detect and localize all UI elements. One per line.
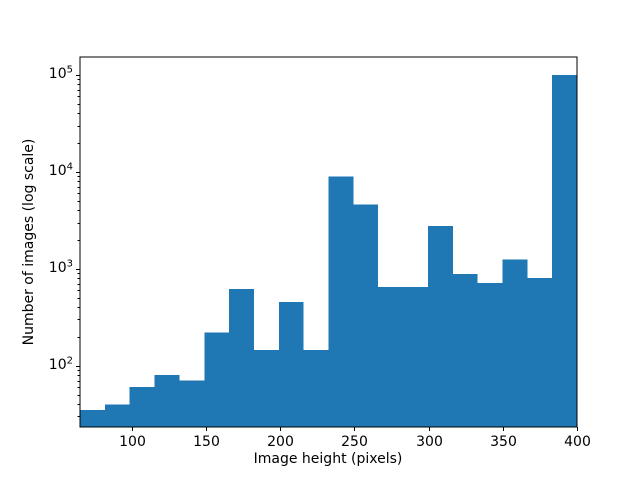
- y-axis-label: Number of images (log scale): [21, 138, 37, 346]
- histogram-bar: [477, 283, 503, 427]
- histogram-bar: [452, 274, 478, 427]
- histogram-bar: [104, 404, 130, 427]
- histogram-bar: [278, 301, 304, 427]
- histogram-bar: [80, 409, 105, 427]
- x-axis-label: Image height (pixels): [253, 451, 403, 467]
- histogram-bar: [552, 74, 577, 428]
- histogram-bar: [253, 350, 279, 427]
- histogram-bars: [80, 74, 577, 428]
- histogram-bar: [328, 176, 354, 427]
- histogram-bar: [303, 350, 329, 427]
- histogram-bar: [403, 286, 428, 427]
- histogram-bar: [378, 286, 404, 427]
- histogram-bar: [353, 204, 379, 427]
- histogram-bar: [154, 375, 180, 427]
- histogram-bar: [179, 380, 205, 427]
- histogram-bar: [229, 288, 254, 427]
- histogram-bar: [427, 226, 453, 427]
- histogram-bar: [204, 332, 230, 427]
- plot-border: [79, 56, 578, 428]
- histogram-bar: [502, 259, 528, 427]
- histogram-bar: [129, 387, 155, 427]
- histogram-bar: [527, 278, 553, 427]
